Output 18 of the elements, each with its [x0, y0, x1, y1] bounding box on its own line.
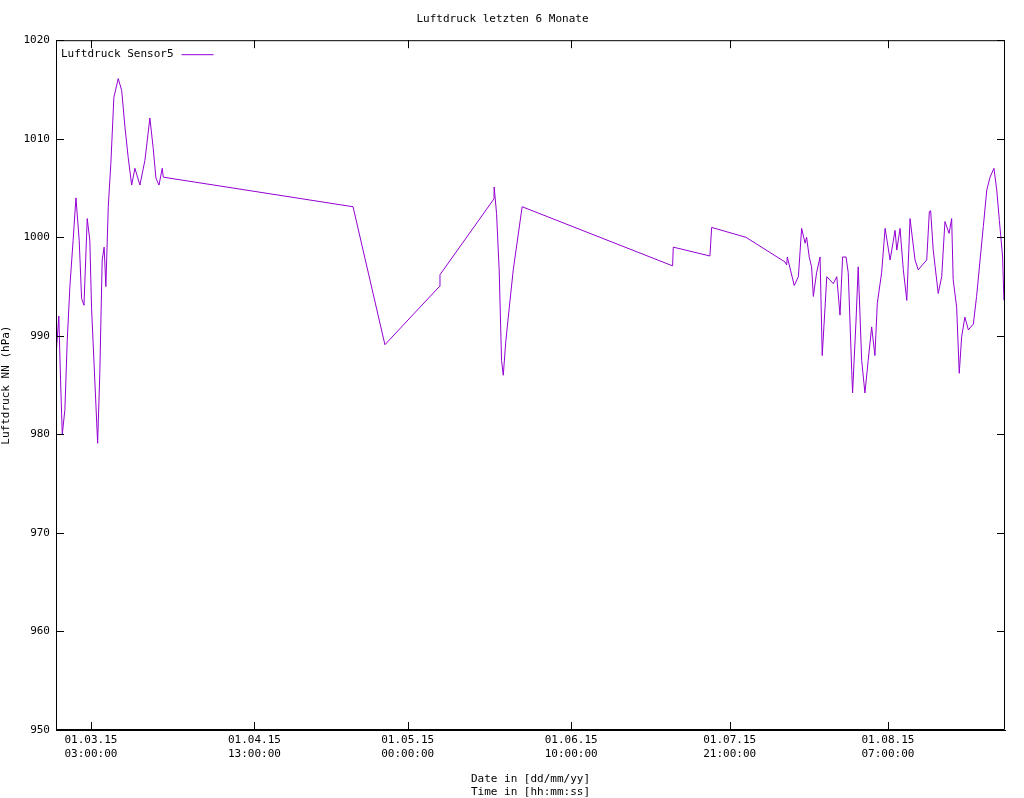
y-axis-title: Luftdruck NN (hPa)	[0, 325, 13, 445]
x-tick-label: 01.07.15 21:00:00	[703, 733, 757, 760]
y-tick-label: 1010	[23, 131, 50, 145]
x-tick-label: 01.06.15 10:00:00	[544, 733, 598, 760]
x-tick-label: 01.05.15 00:00:00	[381, 733, 435, 760]
x-tick-label: 01.08.15 07:00:00	[861, 733, 915, 760]
x-tick-label: 01.03.15 03:00:00	[64, 733, 118, 760]
y-tick-label: 950	[30, 722, 50, 736]
y-tick-label: 970	[30, 525, 50, 539]
x-axis-title: Date in [dd/mm/yy] Time in [hh:mm:ss]	[470, 771, 591, 798]
chart-title: Luftdruck letzten 6 Monate	[416, 12, 589, 26]
y-tick-label: 980	[30, 427, 50, 441]
x-tick-label: 01.04.15 13:00:00	[227, 733, 281, 760]
y-tick-label: 960	[30, 624, 50, 638]
y-tick-label: 1000	[23, 230, 50, 244]
y-tick-label: 1020	[23, 33, 50, 47]
y-tick-label: 990	[30, 328, 50, 342]
legend-label: Luftdruck Sensor5	[61, 47, 174, 61]
